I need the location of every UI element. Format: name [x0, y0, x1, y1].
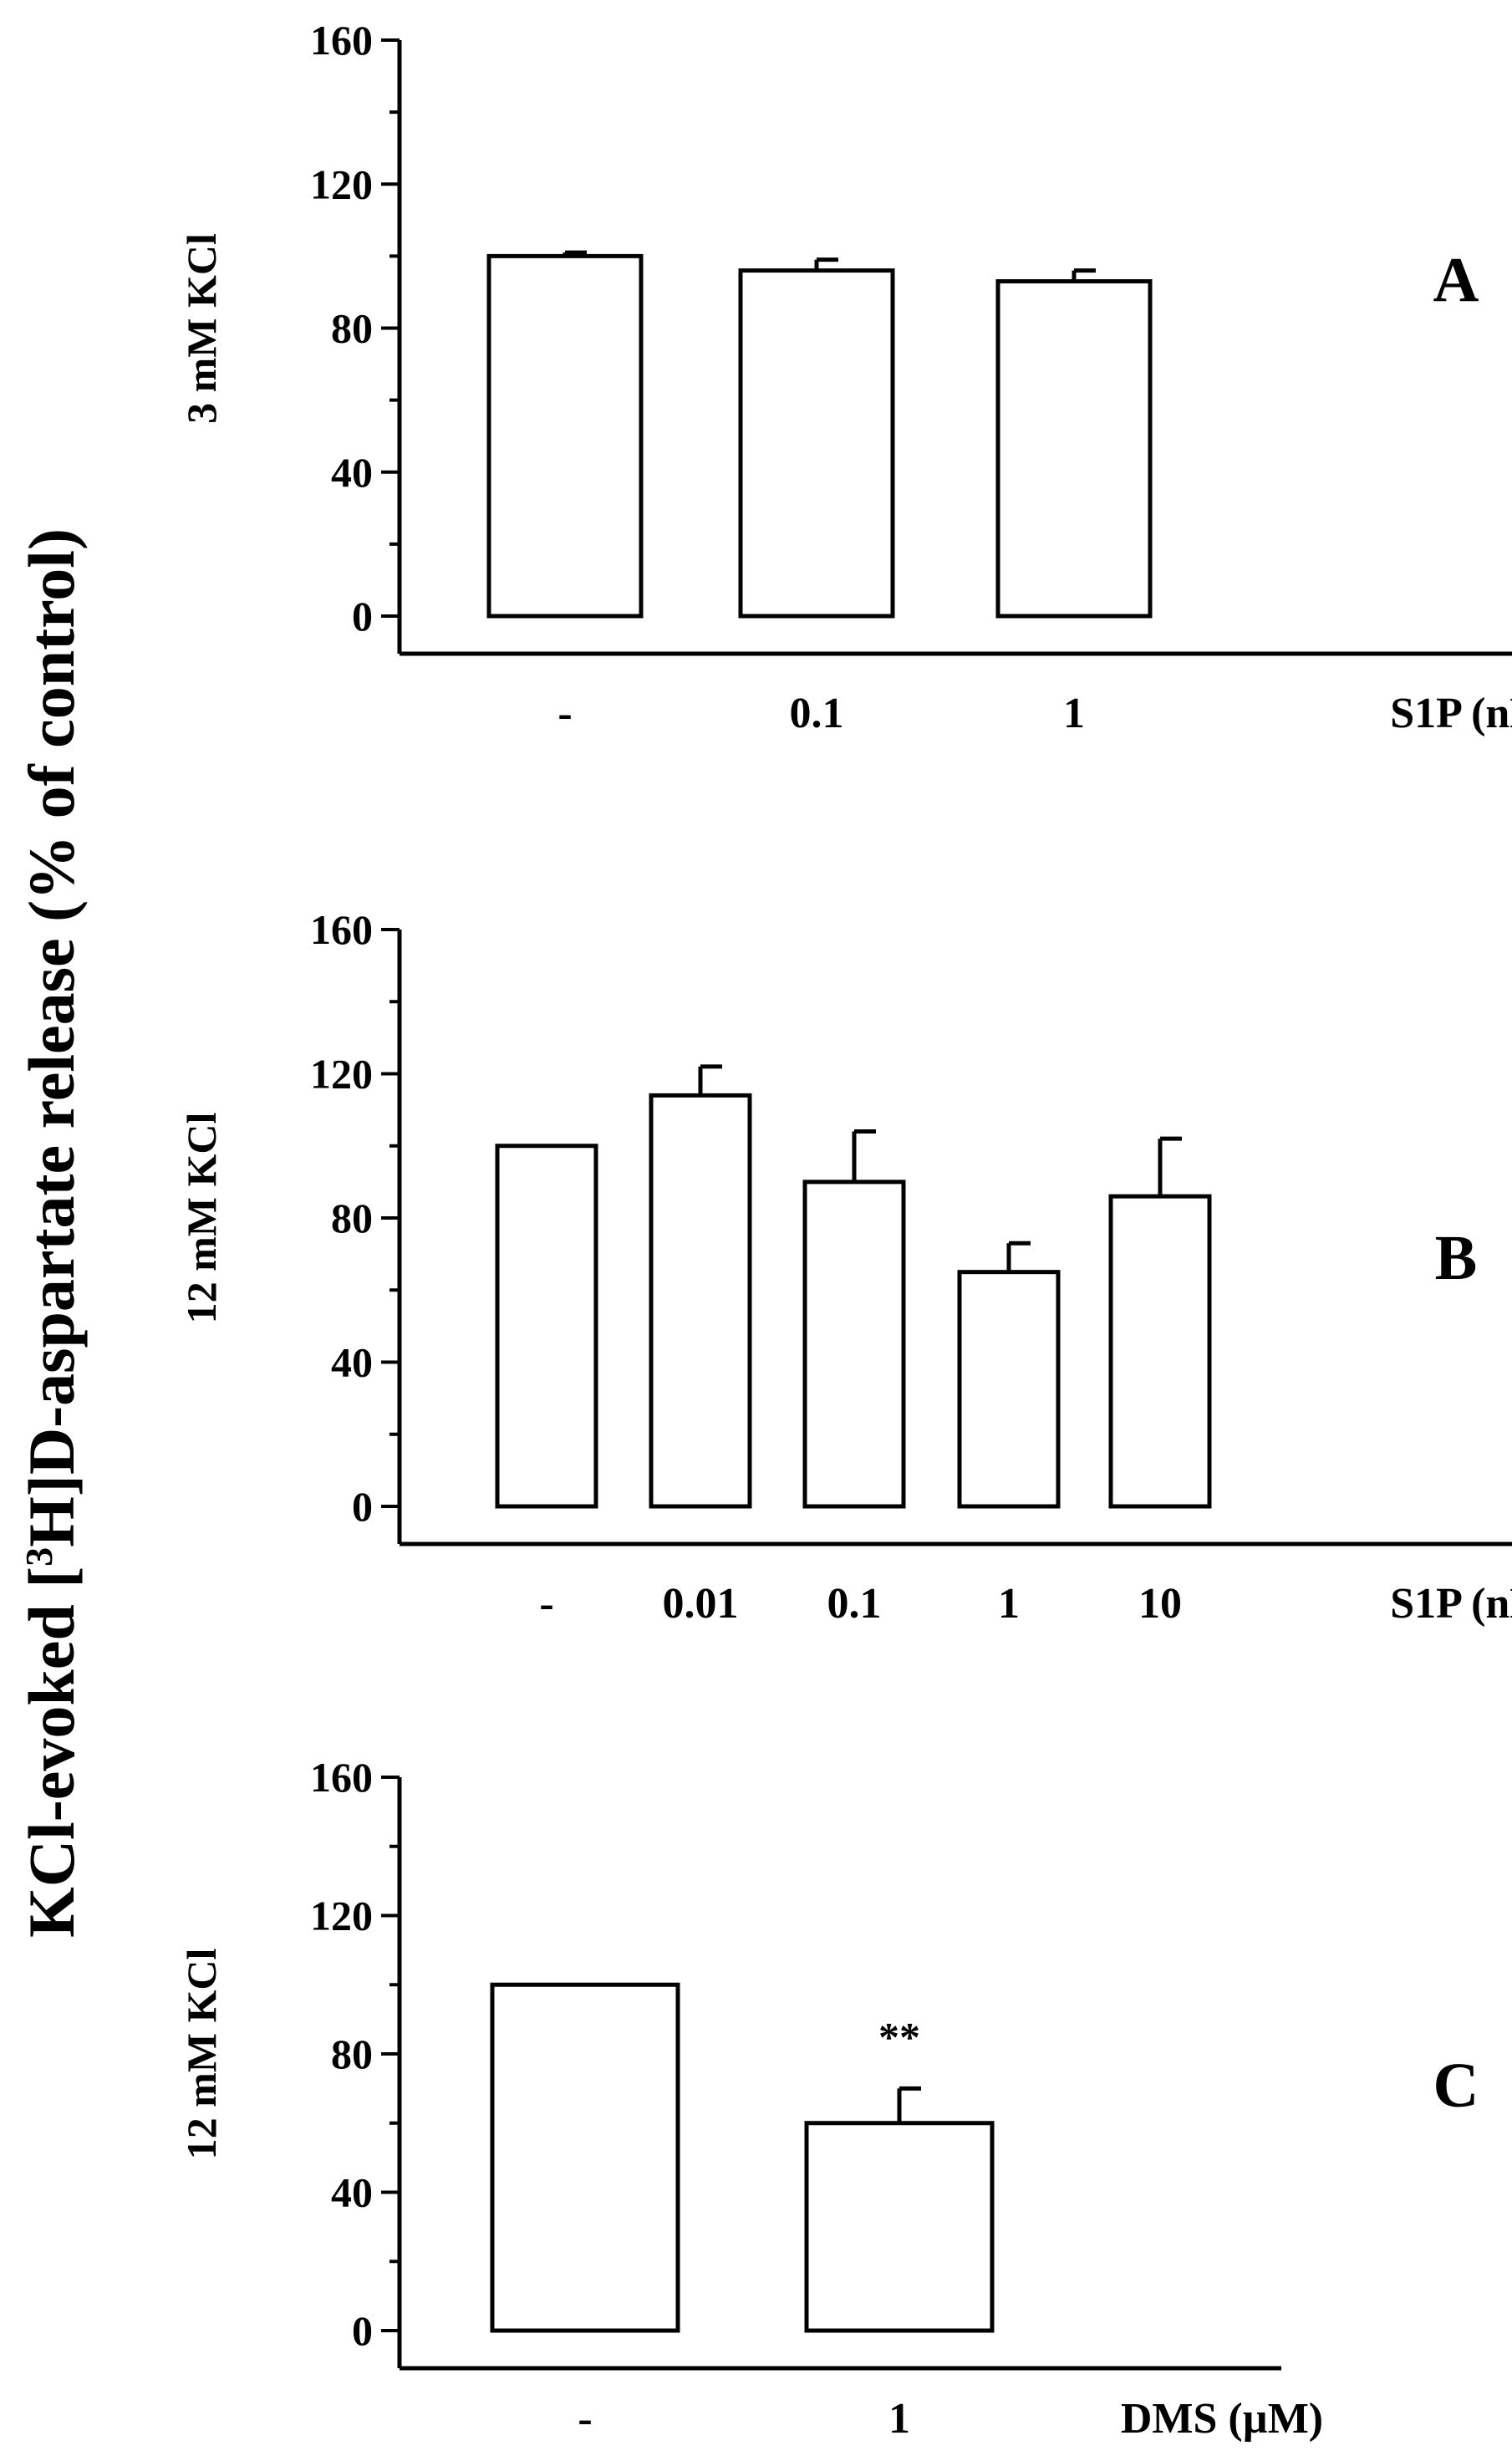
y-tick-label: 0 [352, 2307, 373, 2354]
bar-3 [802, 1180, 906, 1509]
bar-1 [490, 1982, 680, 2333]
x-axis-label: S1P (nM) [1390, 1580, 1512, 1628]
main-y-axis-label: KCl-evoked [3H]D-aspartate release (% of… [15, 528, 88, 1938]
panel-letter: B [1435, 1223, 1478, 1293]
y-tick-label: 160 [310, 17, 373, 64]
bar-5 [1108, 1194, 1212, 1509]
y-tick-label: 0 [352, 1483, 373, 1530]
category-label: 1 [998, 1580, 1020, 1628]
y-tick-label: 80 [331, 305, 373, 352]
category-label: 1 [888, 2395, 910, 2443]
panels-group: 0 40 80 120 160 - 0.1 1 S1P (nM) 3 mM KCl A 0 40 80 12… [178, 17, 1512, 2443]
x-axis-label: S1P (nM) [1390, 690, 1512, 737]
panel-b: 0 40 80 120 160 - 0.01 0.1 1 10 S1P (nM) 12 mM KCl B [178, 906, 1512, 1628]
panel-c: 0 40 80 120 160 - 1 ** DMS (µM) 12 mM KCl C [178, 1754, 1479, 2443]
panel-a: 0 40 80 120 160 - 0.1 1 S1P (nM) 3 mM KCl A [178, 17, 1512, 737]
bar-4 [957, 1270, 1061, 1509]
bar-2 [738, 268, 895, 619]
y-tick-label: 120 [310, 1051, 373, 1098]
x-axis-label: DMS (µM) [1121, 2395, 1323, 2443]
bar-2 [804, 2121, 995, 2333]
panel-y-axis-label: 12 mM KCl [178, 1113, 225, 1324]
category-label: - [578, 2395, 592, 2443]
bar-2 [649, 1093, 752, 1509]
category-label: 0.01 [663, 1580, 739, 1628]
y-tick-label: 40 [331, 449, 373, 496]
category-label: 1 [1063, 690, 1085, 737]
category-label: 0.1 [790, 690, 844, 737]
panel-y-axis-label: 12 mM KCl [178, 1949, 225, 2160]
category-label: 10 [1138, 1580, 1182, 1628]
category-label: 0.1 [827, 1580, 882, 1628]
y-tick-label: 120 [310, 1893, 373, 1939]
y-tick-label: 80 [331, 2030, 373, 2077]
significance-marker: ** [878, 2013, 920, 2060]
panel-y-axis-label: 3 mM KCl [178, 233, 225, 424]
y-tick-label: 160 [310, 1754, 373, 1801]
bar-3 [995, 279, 1153, 619]
panel-letter: A [1433, 245, 1479, 315]
y-tick-label: 160 [310, 906, 373, 953]
y-tick-label: 40 [331, 2169, 373, 2216]
panel-letter: C [1433, 2051, 1479, 2121]
y-tick-label: 40 [331, 1339, 373, 1386]
bar-1 [486, 253, 644, 619]
bar-1 [495, 1144, 598, 1509]
y-tick-label: 80 [331, 1195, 373, 1241]
category-label: - [557, 690, 572, 737]
y-tick-label: 0 [352, 593, 373, 639]
y-tick-label: 120 [310, 160, 373, 207]
category-label: - [539, 1580, 553, 1628]
